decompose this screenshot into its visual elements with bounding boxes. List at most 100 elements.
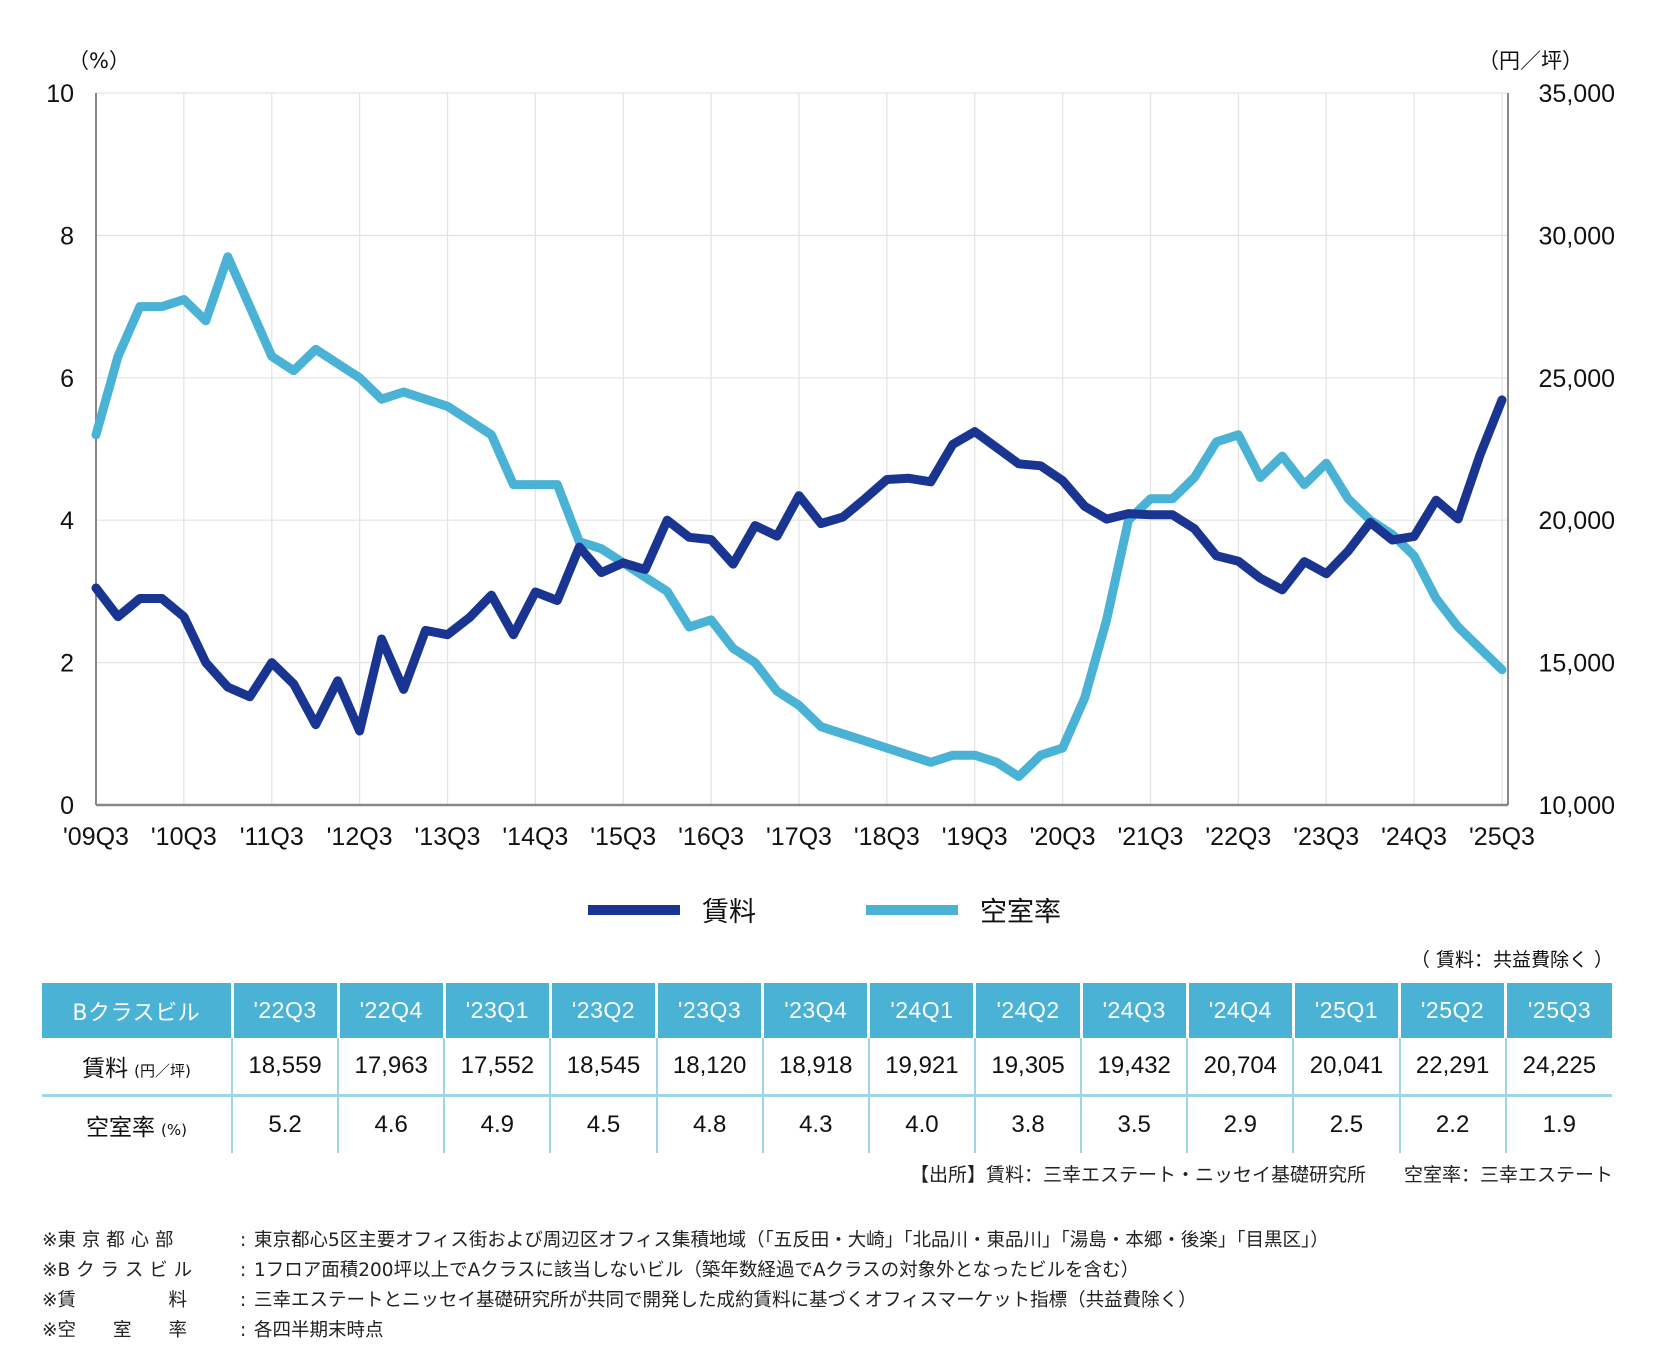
left-axis-tick-label: 2 [60,650,74,678]
legend-label-vacancy: 空室率 [980,897,1061,928]
table-cell: 18,120 [656,1038,764,1097]
legend-item-rent: 賃料 [588,890,756,929]
table-column-header: '23Q4 [762,983,871,1038]
table-cell: 19,305 [974,1038,1083,1097]
x-axis-tick-label: '13Q3 [415,823,481,851]
footnote: ※東 京 都 心 部: 東京都心5区主要オフィス街および周辺区オフィス集積地域（「… [42,1226,1329,1256]
series-lines [91,252,1507,781]
x-axis-tick-label: '10Q3 [151,823,217,851]
rent-series-line [91,395,1507,736]
table-column-header: '25Q1 [1293,983,1402,1038]
left-axis-tick-label: 4 [60,507,74,535]
footnote: ※B ク ラ ス ビ ル:1フロア面積200坪以上でAクラスに該当しないビル（築… [42,1256,1329,1286]
footnote-text: 東京都心5区主要オフィス街および周辺区オフィス集積地域（「五反田・大崎」「北品川… [254,1230,1329,1251]
legend-swatch-rent [588,904,680,915]
footnote-text: 三幸エステートとニッセイ基礎研究所が共同で開発した成約賃料に基づくオフィスマーケ… [254,1290,1197,1311]
row-unit-vacancy: (%) [161,1121,187,1139]
footnote-term: ※東 京 都 心 部 [42,1230,174,1251]
x-axis-tick-label: '21Q3 [1118,823,1184,851]
x-axis-tick-label: '23Q3 [1293,823,1359,851]
x-axis-tick-label: '24Q3 [1381,823,1447,851]
table-cell: 4.3 [762,1095,870,1153]
footnote: ※空 室 率: 各四半期末時点 [42,1316,1329,1346]
x-axis-tick-label: '22Q3 [1205,823,1271,851]
right-axis-tick-label: 30,000 [1539,222,1615,250]
table-cell: 4.0 [868,1095,976,1153]
table-cell: 5.2 [232,1095,340,1153]
x-axis-tick-label: '09Q3 [63,823,129,851]
footnotes: ※東 京 都 心 部: 東京都心5区主要オフィス街および周辺区オフィス集積地域（「… [42,1226,1329,1346]
table-cell: 20,041 [1293,1038,1401,1097]
table-row-rent: 賃料 (円／坪) 18,559 17,963 17,552 18,545 18,120 18… [42,1038,1612,1097]
table-column-header: '22Q4 [338,983,446,1038]
table-row-vacancy: 空室率 (%) 5.2 4.6 4.9 4.5 4.8 4.3 4.0 3.8 3.5 2.9 2.5… [42,1095,1612,1153]
footnote-text: 1フロア面積200坪以上でAクラスに該当しないビル（築年数経過でAクラスの対象外… [254,1260,1140,1281]
footnote-separator: : [240,1290,247,1311]
table-cell: 4.5 [550,1095,658,1153]
x-axis-tick-label: '19Q3 [942,823,1008,851]
table-cell: 4.9 [444,1095,552,1153]
table-column-header: '25Q3 [1505,983,1612,1038]
right-axis-tick-label: 25,000 [1539,365,1615,393]
table-cell: 22,291 [1399,1038,1507,1097]
row-unit-rent: (円／坪) [134,1062,191,1080]
table-column-header: '22Q3 [232,983,340,1038]
row-label-rent: 賃料 (円／坪) [42,1038,233,1097]
axes [95,93,1509,807]
source-note: 【出所】賃料：三幸エステート・ニッセイ基礎研究所 空室率：三幸エステート [909,1164,1613,1186]
x-axis-tick-label: '16Q3 [678,823,744,851]
row-label-vacancy: 空室率 (%) [42,1095,233,1153]
table-cell: 3.8 [974,1095,1083,1153]
right-axis-ticks: 10,000 15,000 20,000 25,000 30,000 35,000 [1539,80,1615,820]
footnote-term: ※賃 料 [42,1290,188,1311]
table-cell: 18,559 [232,1038,340,1097]
table-cell: 17,552 [444,1038,552,1097]
right-axis-tick-label: 10,000 [1539,792,1615,820]
gridlines [95,92,1508,806]
x-axis-tick-label: '14Q3 [502,823,568,851]
x-axis-ticks: '09Q3 '10Q3 '11Q3 '12Q3 '13Q3 '14Q3 '15Q3 '16Q3… [63,823,1535,851]
table-cell: 4.8 [656,1095,764,1153]
line-chart: 0 2 4 6 8 10 10,000 15,000 20,000 25,000 30,000 35… [46,49,1615,851]
table-corner-label: Bクラスビル [42,983,234,1038]
table-column-header: '24Q2 [974,983,1083,1038]
table-cell: 2.5 [1293,1095,1401,1153]
x-axis-tick-label: '20Q3 [1030,823,1096,851]
table-column-header: '23Q1 [444,983,552,1038]
legend-label-rent: 賃料 [702,897,756,928]
table-cell: 17,963 [338,1038,446,1097]
left-axis-tick-label: 0 [60,792,74,820]
table-cell: 3.5 [1081,1095,1189,1153]
x-axis-tick-label: '11Q3 [240,823,304,851]
table-column-header: '24Q4 [1187,983,1295,1038]
footnote-separator: : [240,1260,247,1281]
legend-swatch-vacancy [866,904,958,915]
vacancy-series-line [91,252,1507,781]
footnote: ※賃 料: 三幸エステートとニッセイ基礎研究所が共同で開発した成約賃料に基づくオフ… [42,1286,1329,1316]
table-cell: 19,432 [1081,1038,1189,1097]
table-cell: 2.9 [1187,1095,1295,1153]
left-axis-unit-label: （%） [68,49,130,73]
right-axis-tick-label: 35,000 [1539,80,1615,108]
table-column-header: '25Q2 [1399,983,1508,1038]
left-axis-tick-label: 10 [46,80,74,108]
table-cell: 4.6 [338,1095,446,1153]
right-axis-unit-label: （円／坪） [1478,49,1583,73]
x-axis-tick-label: '18Q3 [854,823,920,851]
row-label-vacancy-text: 空室率 [86,1115,156,1141]
table-cell: 19,921 [868,1038,976,1097]
table-cell: 2.2 [1399,1095,1507,1153]
footnote-text: 各四半期末時点 [254,1320,384,1341]
table-column-header: '24Q1 [868,983,977,1038]
left-axis-tick-label: 6 [60,365,74,393]
table-cell: 18,918 [762,1038,870,1097]
x-axis-tick-label: '15Q3 [590,823,656,851]
table-cell: 1.9 [1542,1111,1577,1138]
legend-item-vacancy: 空室率 [866,890,1061,929]
footnote-term: ※B ク ラ ス ビ ル [42,1260,193,1281]
left-axis-tick-label: 8 [60,222,74,250]
right-axis-tick-label: 20,000 [1539,507,1615,535]
table-column-header: '23Q2 [550,983,659,1038]
x-axis-tick-label: '12Q3 [327,823,393,851]
footnote-separator: : [240,1320,247,1341]
